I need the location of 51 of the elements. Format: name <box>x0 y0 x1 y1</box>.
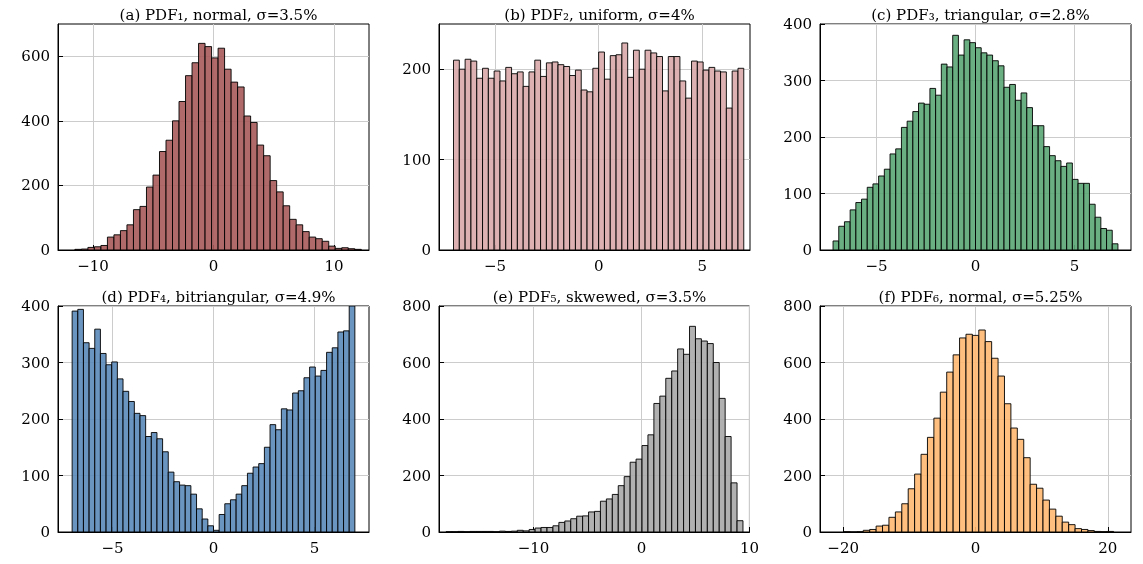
x-tick-label: −20 <box>827 538 859 557</box>
chart-title: (f) PDF₆, normal, σ=5.25% <box>878 287 1083 306</box>
y-tick-label: 300 <box>783 71 812 90</box>
y-tick-label: 800 <box>402 297 431 315</box>
y-tick-label: 200 <box>783 128 812 146</box>
y-tick-label: 0 <box>421 241 431 259</box>
x-tick-label: 0 <box>208 538 219 557</box>
y-tick-label: 100 <box>783 184 812 203</box>
y-tick-label: 400 <box>783 410 812 428</box>
x-tick-label: 20 <box>1098 538 1118 557</box>
x-tick-label: 0 <box>593 256 604 275</box>
y-tick-label: 400 <box>402 410 431 428</box>
x-tick-label: −5 <box>101 538 124 557</box>
y-tick-label: 200 <box>783 466 812 485</box>
x-tick-label: 0 <box>636 538 647 557</box>
x-tick-label: −10 <box>77 256 109 275</box>
y-tick-label: 0 <box>40 241 50 259</box>
chart-title: (c) PDF₃, triangular, σ=2.8% <box>871 5 1090 24</box>
chart-title: (b) PDF₂, uniform, σ=4% <box>504 5 695 24</box>
chart-title: (d) PDF₄, bitriangular, σ=4.9% <box>101 287 336 306</box>
x-tick-label: 10 <box>324 256 344 275</box>
x-tick-label: 0 <box>970 538 981 557</box>
y-tick-label: 400 <box>21 297 50 315</box>
x-tick-label: −10 <box>517 538 550 557</box>
y-tick-label: 400 <box>21 111 50 130</box>
y-tick-label: 600 <box>21 47 50 66</box>
y-tick-label: 0 <box>40 523 50 541</box>
y-tick-label: 600 <box>783 353 812 372</box>
y-tick-label: 200 <box>402 60 431 79</box>
y-tick-label: 200 <box>402 466 431 485</box>
x-tick-label: −5 <box>483 256 507 275</box>
x-tick-label: 5 <box>309 538 320 557</box>
y-tick-label: 800 <box>783 297 812 315</box>
x-tick-label: 0 <box>970 256 981 275</box>
chart-title: (e) PDF₅, skwewed, σ=3.5% <box>492 287 707 306</box>
chart-title: (a) PDF₁, normal, σ=3.5% <box>119 5 318 24</box>
y-tick-label: 0 <box>802 523 812 541</box>
y-tick-label: 300 <box>21 353 50 372</box>
y-tick-label: 0 <box>802 241 812 259</box>
y-tick-label: 400 <box>783 15 812 33</box>
x-tick-label: −5 <box>865 256 888 275</box>
y-tick-label: 200 <box>21 176 50 195</box>
y-tick-label: 0 <box>421 523 431 541</box>
y-tick-label: 100 <box>21 466 50 485</box>
x-tick-label: 5 <box>697 256 708 275</box>
y-tick-label: 100 <box>402 150 431 169</box>
x-tick-label: 5 <box>1069 256 1080 275</box>
y-tick-label: 600 <box>402 353 431 372</box>
x-tick-label: 0 <box>208 256 219 275</box>
x-tick-label: 10 <box>739 538 759 557</box>
y-tick-label: 200 <box>21 410 50 428</box>
